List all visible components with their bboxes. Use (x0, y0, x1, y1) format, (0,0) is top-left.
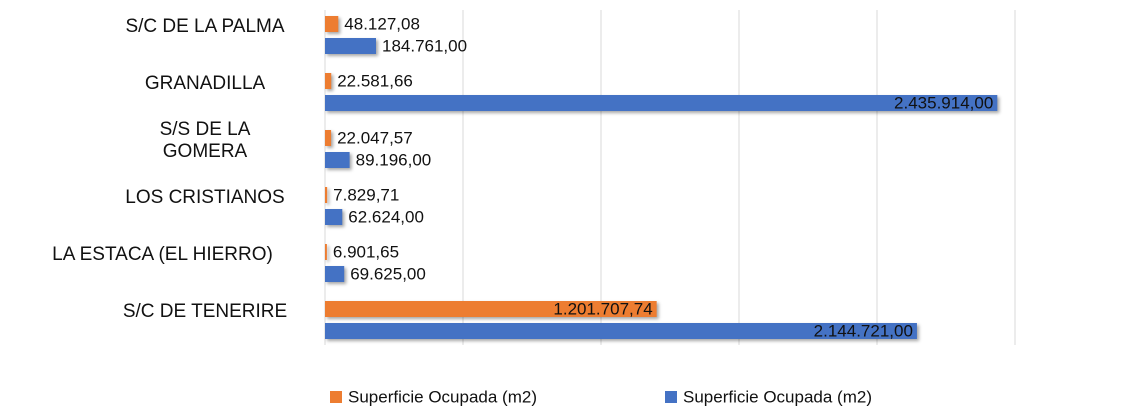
data-label: 48.127,08 (344, 14, 420, 33)
legend-label: Superficie Ocupada (m2) (348, 387, 537, 406)
bar (325, 130, 332, 146)
bar (325, 187, 328, 203)
bar (325, 16, 339, 32)
category-label: GRANADILLA (144, 73, 266, 94)
data-label: 89.196,00 (356, 150, 432, 169)
bar (325, 301, 657, 317)
category-label: S/C DE LA PALMA (125, 16, 285, 37)
data-label: 6.901,65 (333, 242, 399, 261)
data-label: 7.829,71 (333, 185, 399, 204)
category-label: LA ESTACA (EL HIERRO) (52, 244, 273, 265)
legend-swatch (665, 391, 677, 403)
data-label: 22.581,66 (337, 71, 413, 90)
bar (325, 38, 376, 54)
bar (325, 209, 343, 225)
bar (325, 95, 998, 111)
data-label: 69.625,00 (350, 264, 426, 283)
data-label: 1.201.707,74 (553, 299, 652, 318)
legend-swatch (330, 391, 342, 403)
legend-label: Superficie Ocupada (m2) (683, 387, 872, 406)
bar (325, 152, 350, 168)
bar (325, 323, 917, 339)
data-label: 2.144.721,00 (814, 321, 913, 340)
category-label: LOS CRISTIANOS (125, 187, 285, 208)
category-label: S/S DE LA GOMERA (159, 119, 251, 162)
bar (325, 266, 345, 282)
category-label: S/C DE TENERIRE (122, 301, 288, 322)
bar (325, 73, 332, 89)
data-label: 62.624,00 (348, 207, 424, 226)
data-label: 2.435.914,00 (894, 93, 993, 112)
data-label: 184.761,00 (382, 36, 467, 55)
data-label: 22.047,57 (337, 128, 413, 147)
bar (325, 244, 327, 260)
